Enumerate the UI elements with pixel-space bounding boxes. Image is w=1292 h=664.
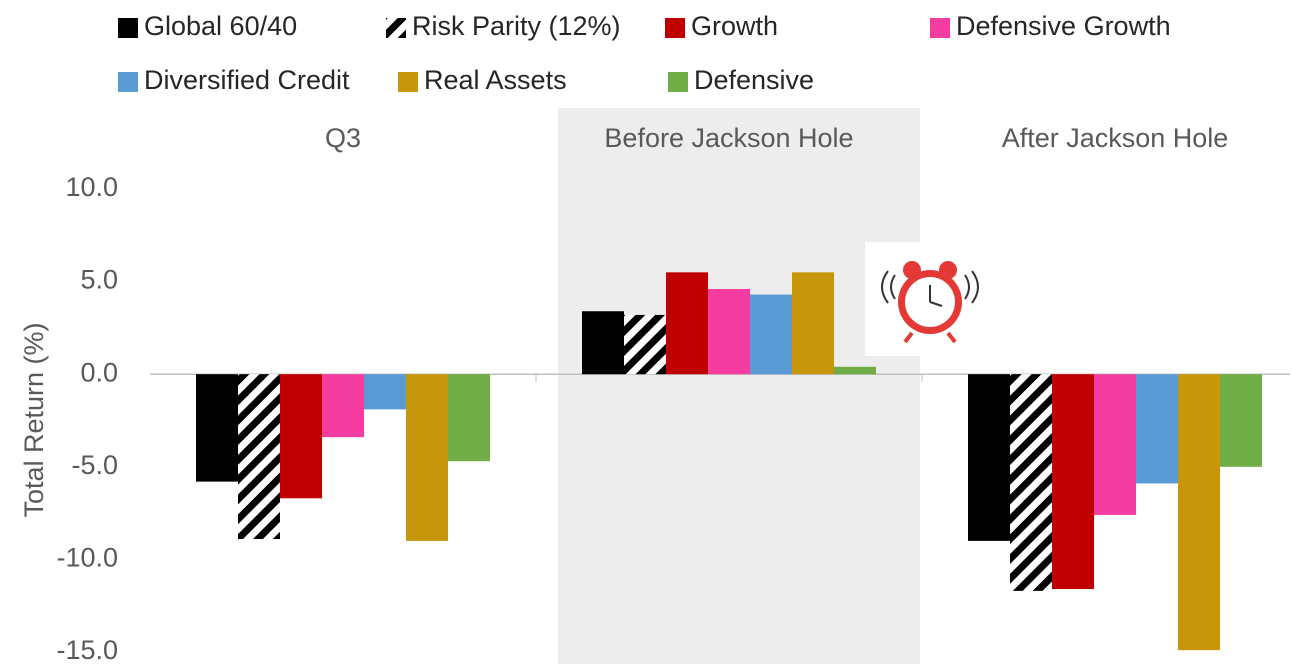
category-label: Before Jackson Hole [604, 123, 853, 153]
bar [364, 374, 406, 410]
bar [322, 374, 364, 438]
legend-swatch [930, 18, 950, 38]
y-tick-label: -15.0 [56, 635, 118, 664]
legend-label: Diversified Credit [144, 65, 350, 95]
bar [792, 272, 834, 375]
y-tick-label: 5.0 [80, 265, 118, 295]
bar [1094, 374, 1136, 515]
legend-label: Defensive Growth [956, 11, 1171, 41]
legend-label: Defensive [694, 65, 814, 95]
bar [1010, 374, 1052, 591]
bar [708, 289, 750, 375]
legend-label: Real Assets [424, 65, 567, 95]
bar [280, 374, 322, 499]
bar [750, 294, 792, 375]
y-tick-label: 10.0 [65, 172, 118, 202]
legend-swatch [386, 18, 406, 38]
bar [1136, 374, 1178, 484]
legend-label: Risk Parity (12%) [412, 11, 621, 41]
bar [666, 272, 708, 375]
category-label: Q3 [325, 123, 361, 153]
bar [582, 311, 624, 375]
bar [834, 366, 876, 375]
bar [968, 374, 1010, 541]
legend-label: Global 60/40 [144, 11, 297, 41]
legend-swatch [118, 18, 138, 38]
y-tick-label: -5.0 [71, 450, 118, 480]
legend-swatch [118, 72, 138, 92]
bar [196, 374, 238, 482]
bar [406, 374, 448, 541]
bar [238, 374, 280, 540]
legend-swatch [398, 72, 418, 92]
y-tick-label: -10.0 [56, 543, 118, 573]
bar [1220, 374, 1262, 467]
category-highlight [558, 108, 920, 664]
y-axis-label: Total Return (%) [19, 322, 49, 517]
alarm-clock-icon [865, 242, 995, 356]
legend-swatch [665, 18, 685, 38]
bar [1178, 374, 1220, 651]
category-label: After Jackson Hole [1002, 123, 1229, 153]
legend-label: Growth [691, 11, 778, 41]
bar [1052, 374, 1094, 590]
legend-swatch [668, 72, 688, 92]
bar [624, 314, 666, 375]
bar [448, 374, 490, 462]
y-tick-label: 0.0 [80, 357, 118, 387]
